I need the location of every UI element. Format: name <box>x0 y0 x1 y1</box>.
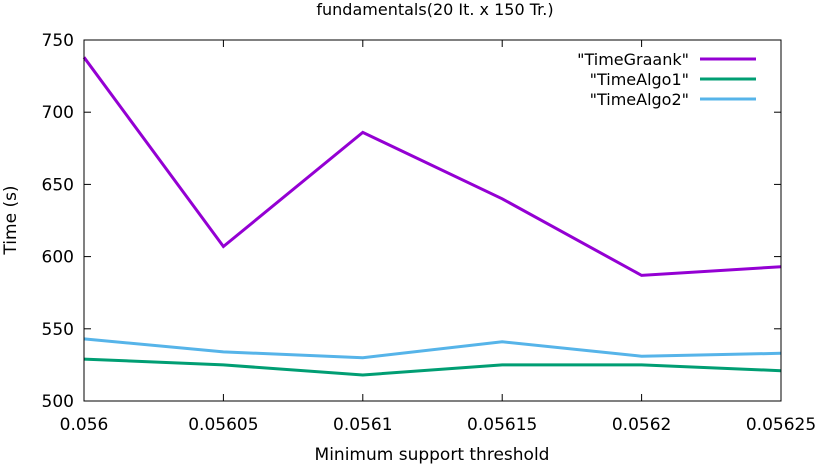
plot-lines <box>82 56 782 377</box>
x-axis-title: Minimum support threshold <box>315 445 550 465</box>
x-tick-label: 0.0561 <box>333 415 392 435</box>
x-tick-label: 0.05605 <box>188 415 258 435</box>
legend-label: "TimeAlgo2" <box>590 90 689 109</box>
plot-frame <box>83 39 782 402</box>
series-line-1 <box>83 357 782 377</box>
legend-label: "TimeAlgo1" <box>590 70 689 89</box>
chart-title: fundamentals(20 It. x 150 Tr.) <box>316 0 553 19</box>
y-tick-label: 550 <box>42 320 74 340</box>
x-axis: 0.056 0.05605 0.0561 0.05615 0.0562 0.05625 <box>60 40 816 435</box>
legend-label: "TimeGraank" <box>577 50 689 69</box>
x-tick-label: 0.05615 <box>467 415 537 435</box>
y-tick-label: 600 <box>42 248 74 268</box>
y-tick-label: 500 <box>42 392 74 412</box>
x-tick-label: 0.05625 <box>746 415 816 435</box>
y-tick-label: 750 <box>42 31 74 51</box>
y-tick-label: 650 <box>42 175 74 195</box>
legend: "TimeGraank""TimeAlgo1""TimeAlgo2" <box>577 50 756 109</box>
x-tick-label: 0.0562 <box>612 415 671 435</box>
series-line-0 <box>82 56 782 277</box>
x-tick-label: 0.056 <box>60 415 109 435</box>
series-line-2 <box>83 337 782 360</box>
y-axis: 500 550 600 650 700 750 <box>42 31 781 412</box>
y-tick-label: 700 <box>42 103 74 123</box>
y-axis-title: Time (s) <box>1 185 21 255</box>
